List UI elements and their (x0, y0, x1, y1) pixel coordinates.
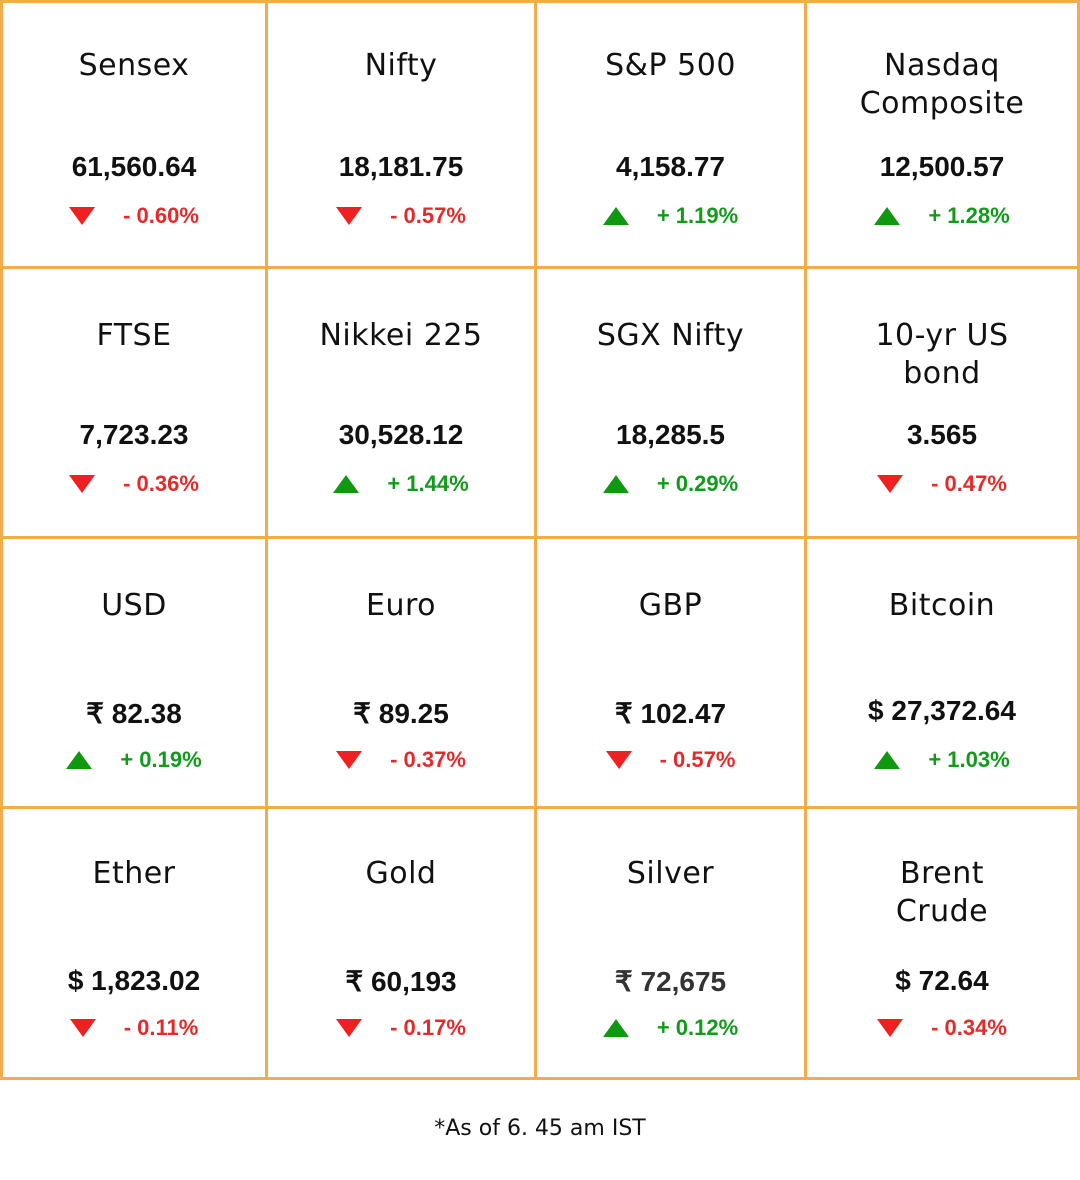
change-percent: + 1.19% (656, 203, 739, 228)
instrument-value: 3.565 (906, 419, 978, 450)
instrument-change: - 0.34% (807, 1015, 1077, 1041)
instrument-name: S&P 500 (605, 48, 736, 83)
change-percent: + 1.28% (928, 203, 1010, 228)
market-card: Ether $ 1,823.02 - 0.11% (3, 809, 268, 1077)
instrument-value: ₹ 102.47 (614, 698, 727, 729)
change-percent: - 0.47% (931, 471, 1007, 496)
instrument-value: ₹ 89.25 (353, 698, 449, 729)
instrument-change: - 0.11% (3, 1015, 265, 1041)
instrument-change: + 0.19% (3, 747, 265, 773)
triangle-up-icon (874, 207, 901, 225)
market-card: Sensex 61,560.64 - 0.60% (3, 3, 268, 269)
market-card: 10-yr US bond 3.565 - 0.47% (807, 269, 1077, 539)
instrument-change: - 0.57% (537, 747, 804, 773)
change-percent: - 0.57% (390, 203, 466, 228)
instrument-name: Nikkei 225 (319, 318, 483, 353)
change-percent: - 0.36% (123, 471, 199, 496)
triangle-down-icon (877, 1019, 904, 1037)
change-percent: + 1.44% (387, 471, 469, 496)
instrument-value: $ 27,372.64 (868, 695, 1016, 726)
change-percent: - 0.11% (123, 1015, 199, 1040)
instrument-value: ₹ 72,675 (614, 966, 727, 997)
instrument-change: + 1.03% (807, 747, 1077, 773)
instrument-value: ₹ 82.38 (86, 698, 182, 729)
triangle-down-icon (605, 751, 632, 769)
instrument-change: - 0.36% (3, 471, 265, 497)
triangle-up-icon (602, 207, 629, 225)
market-card: Nikkei 225 30,528.12 + 1.44% (268, 269, 537, 539)
market-card: FTSE 7,723.23 - 0.36% (3, 269, 268, 539)
instrument-change: - 0.37% (268, 747, 534, 773)
instrument-value: 12,500.57 (879, 151, 1005, 182)
market-card: Euro ₹ 89.25 - 0.37% (268, 539, 537, 809)
instrument-name: USD (101, 588, 167, 623)
instrument-name: Gold (365, 856, 437, 891)
instrument-value: 61,560.64 (71, 151, 197, 182)
instrument-name: Euro (366, 588, 436, 623)
instrument-name: Nifty (364, 48, 438, 83)
instrument-change: + 0.12% (537, 1015, 804, 1041)
triangle-up-icon (66, 751, 93, 769)
market-card: Bitcoin $ 27,372.64 + 1.03% (807, 539, 1077, 809)
triangle-down-icon (69, 207, 96, 225)
instrument-change: + 0.29% (537, 471, 804, 497)
market-card: Silver ₹ 72,675 + 0.12% (537, 809, 807, 1077)
instrument-change: + 1.28% (807, 203, 1077, 229)
instrument-name: Nasdaq Composite (859, 48, 1025, 121)
triangle-down-icon (336, 207, 363, 225)
instrument-name: Ether (92, 856, 176, 891)
market-grid: Sensex 61,560.64 - 0.60% Nifty 18,181.75… (0, 0, 1080, 1080)
instrument-name: Silver (626, 856, 715, 891)
market-card: SGX Nifty 18,285.5 + 0.29% (537, 269, 807, 539)
change-percent: - 0.17% (390, 1015, 466, 1040)
triangle-down-icon (877, 475, 904, 493)
instrument-name: Bitcoin (888, 588, 996, 623)
market-card: Nifty 18,181.75 - 0.57% (268, 3, 537, 269)
instrument-name: FTSE (96, 318, 172, 353)
triangle-down-icon (69, 475, 96, 493)
change-percent: + 0.12% (656, 1015, 739, 1040)
instrument-change: + 1.19% (537, 203, 804, 229)
triangle-down-icon (336, 751, 363, 769)
change-percent: + 0.19% (120, 747, 202, 772)
change-percent: + 1.03% (928, 747, 1010, 772)
market-card: GBP ₹ 102.47 - 0.57% (537, 539, 807, 809)
change-percent: - 0.57% (659, 747, 736, 772)
instrument-value: 18,181.75 (338, 151, 464, 182)
instrument-name: Brent Crude (895, 856, 989, 929)
instrument-value: ₹ 60,193 (345, 966, 457, 997)
market-card: Nasdaq Composite 12,500.57 + 1.28% (807, 3, 1077, 269)
triangle-up-icon (874, 751, 901, 769)
triangle-up-icon (333, 475, 360, 493)
instrument-name: GBP (638, 588, 703, 623)
instrument-name: Sensex (78, 48, 190, 83)
instrument-value: 18,285.5 (616, 419, 725, 450)
market-card: S&P 500 4,158.77 + 1.19% (537, 3, 807, 269)
triangle-down-icon (336, 1019, 363, 1037)
instrument-value: $ 1,823.02 (67, 965, 201, 996)
instrument-value: 7,723.23 (79, 419, 189, 450)
instrument-change: - 0.57% (268, 203, 534, 229)
instrument-name: SGX Nifty (596, 318, 745, 353)
change-percent: - 0.37% (390, 747, 466, 772)
instrument-change: - 0.47% (807, 471, 1077, 497)
triangle-down-icon (69, 1019, 96, 1037)
market-card: USD ₹ 82.38 + 0.19% (3, 539, 268, 809)
market-card: Brent Crude $ 72.64 - 0.34% (807, 809, 1077, 1077)
timestamp-footnote: *As of 6. 45 am IST (434, 1116, 646, 1141)
instrument-change: - 0.17% (268, 1015, 534, 1041)
change-percent: - 0.34% (931, 1015, 1007, 1040)
instrument-change: + 1.44% (268, 471, 534, 497)
triangle-up-icon (602, 1019, 629, 1037)
instrument-value: 4,158.77 (616, 151, 725, 182)
instrument-name: 10-yr US bond (875, 318, 1009, 391)
market-card: Gold ₹ 60,193 - 0.17% (268, 809, 537, 1077)
change-percent: - 0.60% (123, 203, 199, 228)
change-percent: + 0.29% (656, 471, 739, 496)
instrument-value: 30,528.12 (338, 419, 464, 450)
instrument-value: $ 72.64 (895, 965, 989, 996)
triangle-up-icon (602, 475, 629, 493)
instrument-change: - 0.60% (3, 203, 265, 229)
